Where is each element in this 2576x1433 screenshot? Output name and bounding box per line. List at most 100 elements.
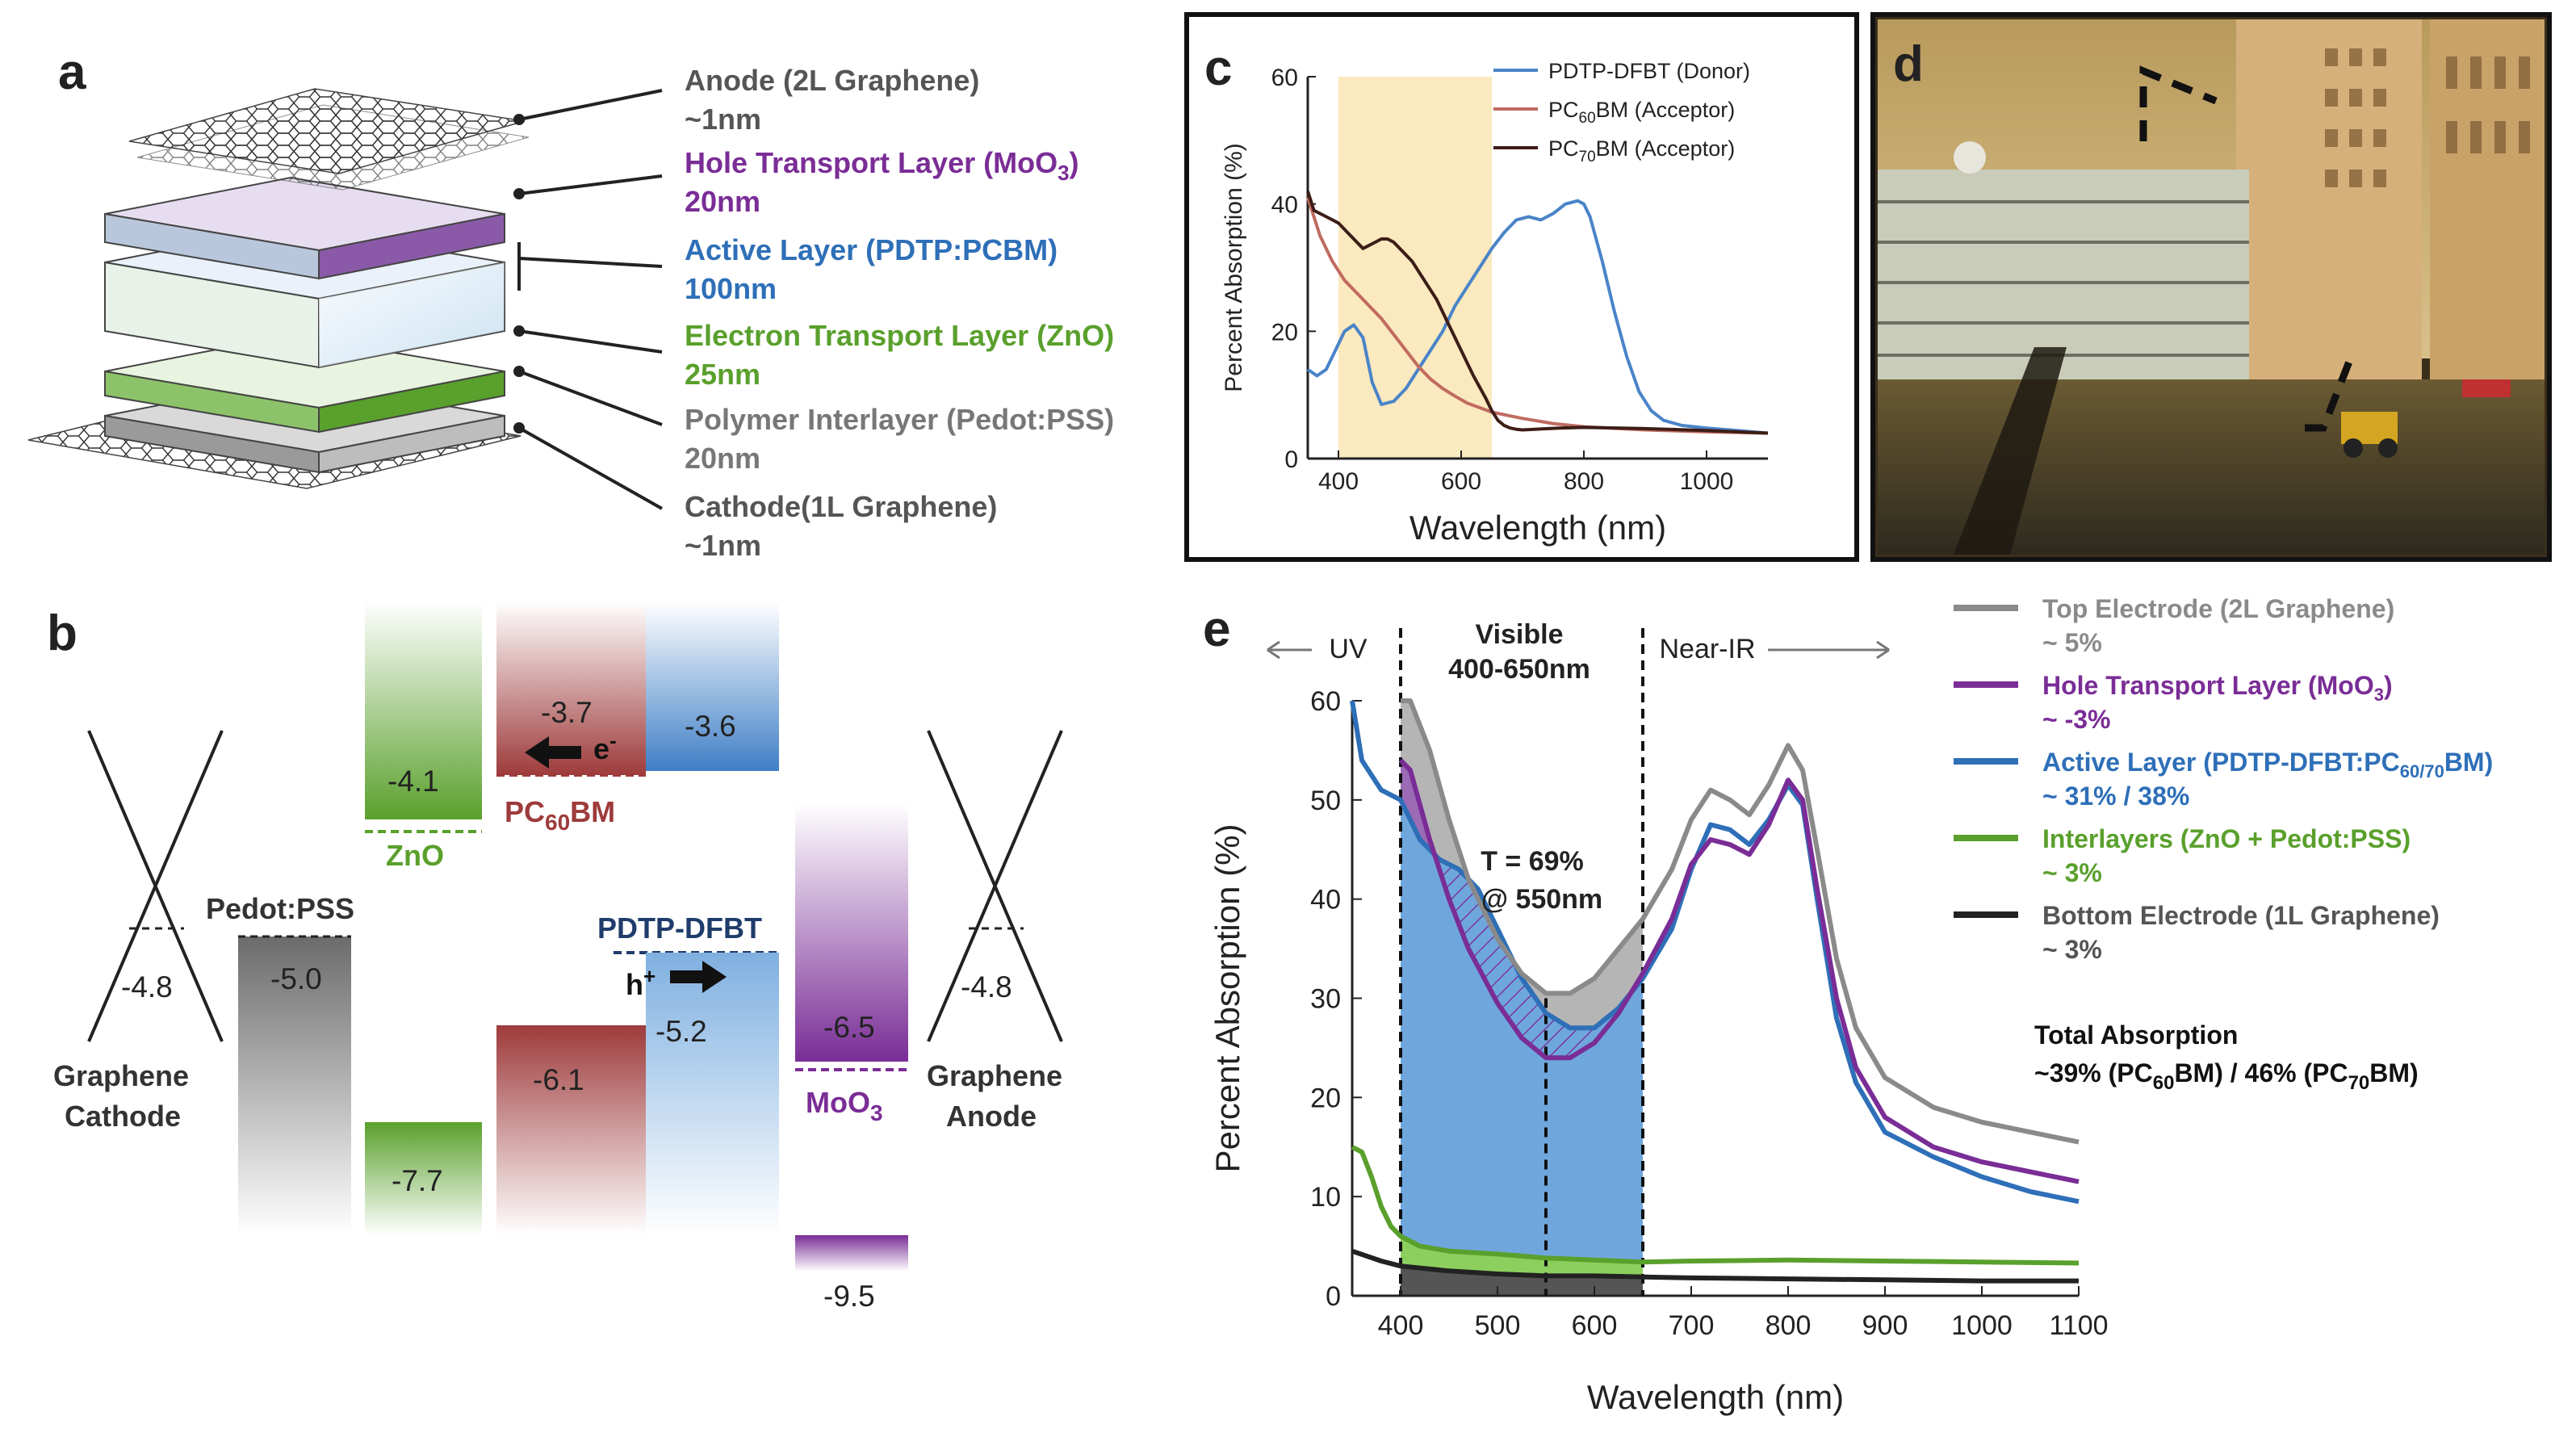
moo3-homo-value: -9.5 xyxy=(823,1280,875,1313)
x-axis-title: Wavelength (nm) xyxy=(1587,1378,1844,1416)
legend-pct-1: ~ -3% xyxy=(2042,705,2110,734)
zno-layer xyxy=(104,333,505,434)
graphene-anode-value: -4.8 xyxy=(961,970,1012,1004)
x-tick-label: 800 xyxy=(1564,468,1604,495)
layer-active-name: Active Layer (PDTP:PCBM) xyxy=(685,233,1058,266)
panel-c: c 400 600 800 1000 0 20 40 60 Wavelength (nm) Per… xyxy=(1184,12,1859,562)
y-tick-label: 60 xyxy=(1310,686,1341,717)
legend-label-0: Top Electrode (2L Graphene) xyxy=(2042,594,2394,623)
layer-leader-lines xyxy=(517,89,663,510)
uv-arrow-icon xyxy=(1267,640,1312,660)
moo3-label: MoO3 xyxy=(806,1086,883,1125)
legend-pct-0: ~ 5% xyxy=(2042,628,2102,657)
y-tick-label: 0 xyxy=(1326,1281,1341,1312)
total-absorption-value: ~39% (PC60BM) / 46% (PC70BM) xyxy=(2034,1058,2419,1094)
layer-pedot-thickness: 20nm xyxy=(685,442,760,475)
x-tick-label: 500 xyxy=(1475,1310,1521,1341)
moo3-homo-bar xyxy=(795,1235,908,1272)
panel-c-letter: c xyxy=(1204,40,1232,96)
layer-cathode-name: Cathode(1L Graphene) xyxy=(685,490,997,523)
y-tick-label: 40 xyxy=(1310,885,1341,916)
layer-cathode-thickness: ~1nm xyxy=(685,529,761,562)
electron-arrow-icon xyxy=(525,736,581,769)
y-tick-label: 50 xyxy=(1310,786,1341,816)
y-tick-label: 0 xyxy=(1284,446,1298,473)
x-tick-label: 600 xyxy=(1441,468,1481,495)
moo3-layer xyxy=(104,176,505,280)
pedot-value: -5.0 xyxy=(270,962,322,995)
hole-label: h+ xyxy=(626,964,656,1001)
legend-label-1: PC60BM (Acceptor) xyxy=(1548,98,1735,127)
zno-homo-value: -7.7 xyxy=(392,1164,443,1197)
nir-arrow-icon xyxy=(1768,640,1890,660)
layer-etl-name: Electron Transport Layer (ZnO) xyxy=(685,319,1114,352)
hole-arrow-icon xyxy=(670,961,727,993)
graphene-cathode-label-2: Cathode xyxy=(65,1100,181,1133)
x-tick-label: 800 xyxy=(1766,1310,1812,1341)
series-line-1 xyxy=(1306,197,1769,435)
y-axis-title: Percent Absorption (%) xyxy=(1221,143,1247,392)
series-line-0 xyxy=(1306,199,1769,435)
active-hatch-fill xyxy=(1401,799,1643,1058)
series-line-4 xyxy=(1351,1248,2079,1284)
x-tick-label: 600 xyxy=(1572,1310,1618,1341)
y-tick-label: 60 xyxy=(1271,65,1298,91)
layer-labels: Anode (2L Graphene) ~1nm Hole Transport … xyxy=(685,64,1114,562)
y-tick-label: 20 xyxy=(1271,319,1298,346)
graphene-anode-label-2: Anode xyxy=(946,1100,1037,1133)
y-tick-label: 20 xyxy=(1310,1083,1341,1113)
y-tick-label: 10 xyxy=(1310,1182,1341,1213)
annotation-wavelength: @ 550nm xyxy=(1481,884,1602,915)
y-tick-label: 40 xyxy=(1271,192,1298,219)
pdtp-homo-value: -5.2 xyxy=(656,1015,707,1048)
graphene-anode-label-1: Graphene xyxy=(927,1059,1062,1092)
annotation-transmission: T = 69% xyxy=(1481,846,1584,877)
legend-pct-2: ~ 31% / 38% xyxy=(2042,781,2189,811)
uv-label: UV xyxy=(1329,634,1368,664)
x-tick-label: 400 xyxy=(1318,468,1359,495)
pcbm-homo-bar xyxy=(496,1025,646,1235)
panel-a: a xyxy=(27,44,1114,562)
panel-d-letter: d xyxy=(1893,36,1924,92)
y-tick-label: 30 xyxy=(1310,984,1341,1015)
legend-label-4: Bottom Electrode (1L Graphene) xyxy=(2042,901,2440,930)
series-line-2 xyxy=(1350,700,2080,1205)
moo3-lumo-bar xyxy=(795,803,908,1062)
series-line-1 xyxy=(1398,758,2080,1184)
pdtp-homo-bar xyxy=(646,953,779,1235)
legend-label-2: PC70BM (Acceptor) xyxy=(1548,136,1735,166)
graphene-cathode-label-1: Graphene xyxy=(53,1059,189,1092)
layer-active-thickness: 100nm xyxy=(685,272,777,305)
y-axis-title: Percent Absorption (%) xyxy=(1208,824,1246,1173)
total-absorption-label: Total Absorption xyxy=(2034,1020,2238,1050)
graphene-cathode-value: -4.8 xyxy=(121,970,173,1004)
pcbm-homo-value: -6.1 xyxy=(533,1063,584,1096)
nir-label: Near-IR xyxy=(1659,634,1755,664)
panel-a-letter: a xyxy=(58,44,86,100)
anode-graphene-sheet-2 xyxy=(136,104,530,191)
x-axis-title: Wavelength (nm) xyxy=(1409,509,1666,547)
x-tick-label: 700 xyxy=(1669,1310,1715,1341)
x-tick-label: 1100 xyxy=(2049,1310,2108,1341)
graphene-anode-cone xyxy=(927,730,1063,1042)
zno-label: ZnO xyxy=(386,839,444,872)
visible-label-2: 400-650nm xyxy=(1448,654,1590,685)
x-tick-label: 1000 xyxy=(1680,468,1734,495)
chart-c: 400 600 800 1000 0 20 40 60 Wavelength (nm) Perce… xyxy=(1221,59,1769,547)
legend-pct-4: ~ 3% xyxy=(2042,935,2102,964)
layer-anode-thickness: ~1nm xyxy=(685,103,761,136)
panel-b: b -4.8 Graphene Cathode Pedot:PSS -5.0 -… xyxy=(47,601,1063,1313)
photo-dashed-markers xyxy=(2139,65,2353,432)
pedot-bar xyxy=(238,936,351,1235)
zno-lumo-value: -4.1 xyxy=(387,765,439,798)
legend-label-3: Interlayers (ZnO + Pedot:PSS) xyxy=(2042,824,2411,853)
moo3-lumo-value: -6.5 xyxy=(823,1011,875,1044)
pdtp-lumo-bar xyxy=(646,601,779,771)
panel-c-frame xyxy=(1184,12,1859,562)
photo-scene xyxy=(1878,19,2545,555)
pedot-label: Pedot:PSS xyxy=(206,892,354,925)
x-tick-label: 1000 xyxy=(1951,1310,2013,1341)
legend-label-1: Hole Transport Layer (MoO3) xyxy=(2042,671,2393,705)
layer-htl-thickness: 20nm xyxy=(685,185,760,218)
layer-etl-thickness: 25nm xyxy=(685,358,760,391)
